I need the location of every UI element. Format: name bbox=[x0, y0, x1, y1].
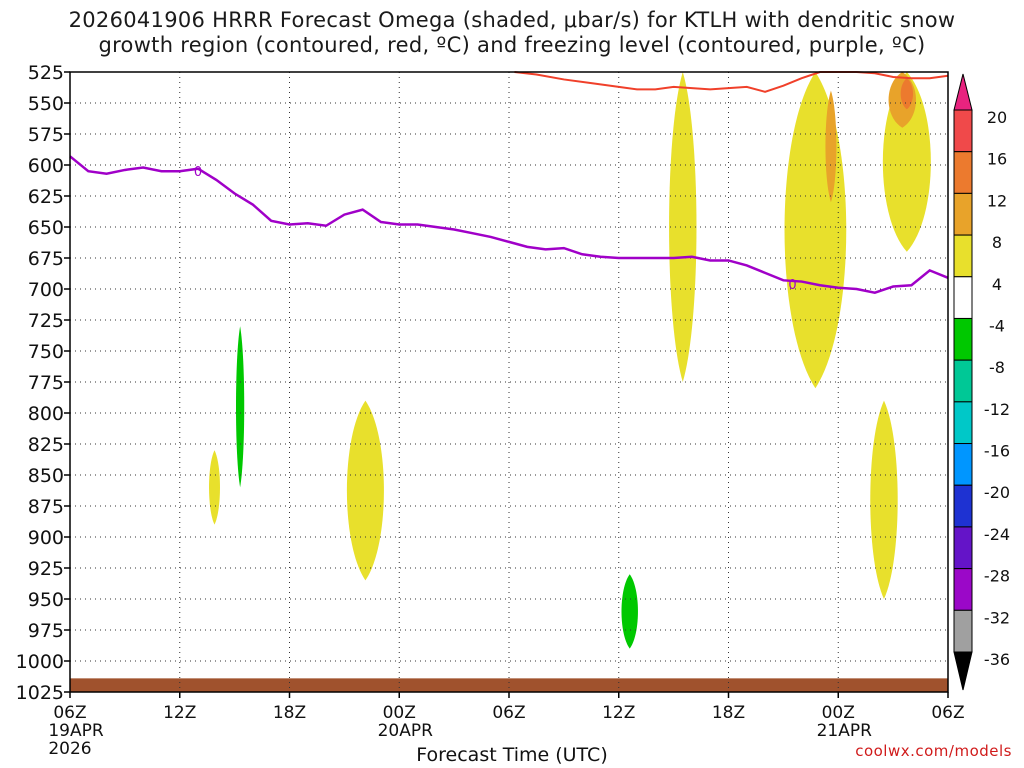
x-tick-label-5: 12Z bbox=[602, 703, 635, 723]
y-tick-label-10: 775 bbox=[28, 372, 64, 394]
colorbar-swatch-2 bbox=[953, 151, 973, 194]
y-tick-label-2: 575 bbox=[28, 124, 64, 146]
colorbar-swatch-11 bbox=[953, 526, 973, 570]
x-tick-label-1: 12Z bbox=[163, 703, 196, 723]
omega-region-14 bbox=[784, 72, 847, 389]
site-credit[interactable]: coolwx.com/models bbox=[855, 742, 1012, 760]
y-tick-label-18: 975 bbox=[28, 620, 64, 642]
omega-region-8 bbox=[904, 227, 919, 401]
colorbar-swatch-7 bbox=[953, 359, 973, 403]
colorbar-swatch-6 bbox=[953, 317, 973, 361]
omega-region-7 bbox=[642, 487, 678, 655]
freezing-level-label-1: 0 bbox=[788, 278, 796, 293]
colorbar-label-11: -28 bbox=[984, 567, 1010, 586]
y-tick-label-14: 875 bbox=[28, 496, 64, 518]
colorbar-label-5: -4 bbox=[989, 316, 1005, 335]
colorbar-swatch-5 bbox=[953, 276, 973, 319]
colorbar-label-8: -16 bbox=[984, 442, 1010, 461]
colorbar-top-arrow bbox=[953, 73, 973, 111]
omega-region-4 bbox=[277, 289, 295, 550]
omega-region-19 bbox=[900, 78, 914, 110]
y-tick-label-4: 625 bbox=[28, 186, 64, 208]
freezing-level-line bbox=[69, 155, 949, 295]
x-tick-date-0: 19APR bbox=[48, 721, 104, 741]
x-tick-date-7: 21APR bbox=[817, 721, 873, 741]
colorbar-swatch-13 bbox=[953, 609, 973, 653]
colorbar-swatch-9 bbox=[953, 443, 973, 486]
omega-region-2 bbox=[189, 264, 226, 637]
y-tick-label-6: 675 bbox=[28, 248, 64, 270]
colorbar-label-6: -8 bbox=[989, 358, 1005, 377]
colorbar-swatch-1 bbox=[953, 109, 973, 153]
y-tick-label-19: 1000 bbox=[16, 651, 64, 673]
chart-title-line-2: growth region (contoured, red, ºC) and f… bbox=[98, 33, 926, 57]
x-tick-label-3: 00Z bbox=[383, 703, 416, 723]
colorbar-swatch-8 bbox=[953, 401, 973, 445]
y-tick-label-9: 750 bbox=[28, 341, 64, 363]
y-tick-label-12: 825 bbox=[28, 434, 64, 456]
colorbar-swatch-4 bbox=[953, 234, 973, 278]
omega-region-11 bbox=[209, 450, 220, 525]
y-tick-label-3: 600 bbox=[28, 155, 64, 177]
ground-terrain bbox=[70, 678, 948, 692]
colorbar-label-10: -24 bbox=[984, 525, 1010, 544]
y-tick-label-16: 925 bbox=[28, 558, 64, 580]
colorbar-bottom-arrow bbox=[953, 651, 973, 691]
colorbar-label-7: -12 bbox=[984, 400, 1010, 419]
colorbar-label-1: 16 bbox=[987, 150, 1007, 169]
omega-region-13 bbox=[669, 72, 697, 382]
x-axis-label: Forecast Time (UTC) bbox=[416, 744, 608, 766]
colorbar-label-9: -20 bbox=[984, 483, 1010, 502]
y-tick-label-0: 525 bbox=[28, 62, 64, 84]
colorbar-swatch-12 bbox=[953, 568, 973, 611]
y-tick-label-7: 700 bbox=[28, 279, 64, 301]
y-tick-label-5: 650 bbox=[28, 217, 64, 239]
x-tick-label-0: 06Z bbox=[53, 703, 86, 723]
x-tick-date-3: 20APR bbox=[378, 721, 434, 741]
omega-region-9 bbox=[235, 326, 245, 488]
omega-region-5 bbox=[352, 171, 370, 289]
y-tick-label-1: 550 bbox=[28, 93, 64, 115]
freezing-level-label-0: 0 bbox=[194, 165, 202, 180]
dgz-contour-line bbox=[514, 71, 949, 93]
x-tick-label-7: 00Z bbox=[822, 703, 855, 723]
y-tick-label-20: 1025 bbox=[16, 682, 64, 704]
y-tick-label-8: 725 bbox=[28, 310, 64, 332]
chart-title-line-1: 2026041906 HRRR Forecast Omega (shaded, … bbox=[68, 8, 956, 32]
y-tick-label-17: 950 bbox=[28, 589, 64, 611]
omega-region-0 bbox=[98, 187, 108, 339]
colorbar-label-2: 12 bbox=[987, 191, 1007, 210]
colorbar-swatch-10 bbox=[953, 484, 973, 528]
x-tick-label-4: 06Z bbox=[492, 703, 525, 723]
y-tick-label-13: 850 bbox=[28, 465, 64, 487]
omega-region-3 bbox=[282, 189, 297, 289]
colorbar-label-12: -32 bbox=[984, 608, 1010, 627]
omega-region-17 bbox=[825, 90, 837, 203]
y-tick-label-11: 800 bbox=[28, 403, 64, 425]
x-tick-year-0: 2026 bbox=[48, 739, 91, 759]
x-tick-label-8: 06Z bbox=[931, 703, 964, 723]
colorbar-label-4: 4 bbox=[992, 275, 1002, 294]
omega-region-12 bbox=[346, 400, 384, 581]
omega-region-1 bbox=[175, 109, 208, 265]
colorbar-label-3: 8 bbox=[992, 233, 1002, 252]
x-tick-label-2: 18Z bbox=[273, 703, 306, 723]
colorbar-label-0: 20 bbox=[987, 108, 1007, 127]
colorbar-label-13: -36 bbox=[984, 650, 1010, 669]
colorbar-swatch-3 bbox=[953, 192, 973, 236]
x-tick-label-6: 18Z bbox=[712, 703, 745, 723]
y-tick-label-15: 900 bbox=[28, 527, 64, 549]
omega-region-16 bbox=[870, 400, 898, 599]
